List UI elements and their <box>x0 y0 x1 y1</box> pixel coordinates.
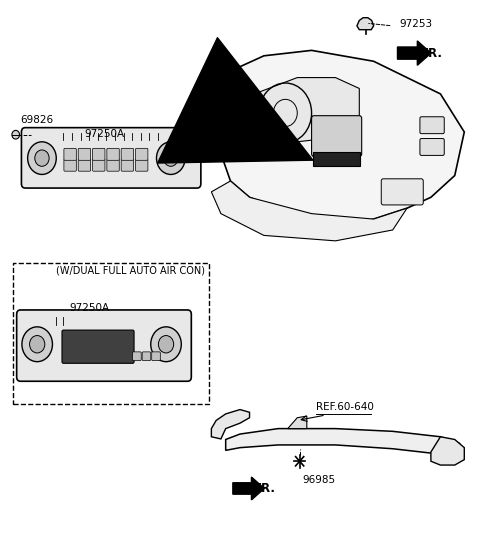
FancyBboxPatch shape <box>107 159 119 171</box>
Circle shape <box>22 327 52 362</box>
FancyBboxPatch shape <box>78 148 91 160</box>
Text: 97250A: 97250A <box>84 129 124 138</box>
Text: FR.: FR. <box>420 46 443 60</box>
Polygon shape <box>211 181 407 241</box>
FancyBboxPatch shape <box>152 352 160 360</box>
FancyBboxPatch shape <box>135 148 148 160</box>
Polygon shape <box>431 437 464 465</box>
Text: 69826: 69826 <box>21 115 54 125</box>
FancyBboxPatch shape <box>93 148 105 160</box>
FancyBboxPatch shape <box>132 352 141 360</box>
Text: REF.60-640: REF.60-640 <box>316 402 374 412</box>
Circle shape <box>164 150 178 166</box>
Polygon shape <box>233 477 264 500</box>
Text: (W/DUAL FULL AUTO AIR CON): (W/DUAL FULL AUTO AIR CON) <box>56 265 205 275</box>
Polygon shape <box>221 50 464 224</box>
FancyBboxPatch shape <box>420 138 444 155</box>
FancyBboxPatch shape <box>107 148 119 160</box>
Circle shape <box>151 327 181 362</box>
FancyBboxPatch shape <box>62 330 134 363</box>
Polygon shape <box>357 18 373 30</box>
FancyBboxPatch shape <box>17 310 192 381</box>
FancyBboxPatch shape <box>64 159 76 171</box>
FancyBboxPatch shape <box>312 115 362 156</box>
Circle shape <box>156 142 185 174</box>
FancyBboxPatch shape <box>22 127 201 188</box>
Circle shape <box>28 142 56 174</box>
FancyBboxPatch shape <box>78 159 91 171</box>
Text: 97250A: 97250A <box>70 302 110 313</box>
FancyBboxPatch shape <box>313 152 360 166</box>
Circle shape <box>12 130 20 139</box>
FancyBboxPatch shape <box>121 159 133 171</box>
Text: 97253: 97253 <box>400 19 433 29</box>
FancyBboxPatch shape <box>420 117 444 133</box>
Text: 96985: 96985 <box>302 475 335 485</box>
Polygon shape <box>226 429 459 454</box>
FancyBboxPatch shape <box>93 159 105 171</box>
Circle shape <box>35 150 49 166</box>
Polygon shape <box>397 41 431 65</box>
FancyBboxPatch shape <box>142 352 151 360</box>
FancyBboxPatch shape <box>381 179 423 205</box>
Polygon shape <box>211 410 250 439</box>
FancyBboxPatch shape <box>121 148 133 160</box>
FancyBboxPatch shape <box>135 159 148 171</box>
Text: FR.: FR. <box>254 482 276 495</box>
Circle shape <box>30 335 45 353</box>
Polygon shape <box>254 78 360 143</box>
FancyBboxPatch shape <box>64 148 76 160</box>
Polygon shape <box>288 416 307 429</box>
Circle shape <box>158 335 174 353</box>
